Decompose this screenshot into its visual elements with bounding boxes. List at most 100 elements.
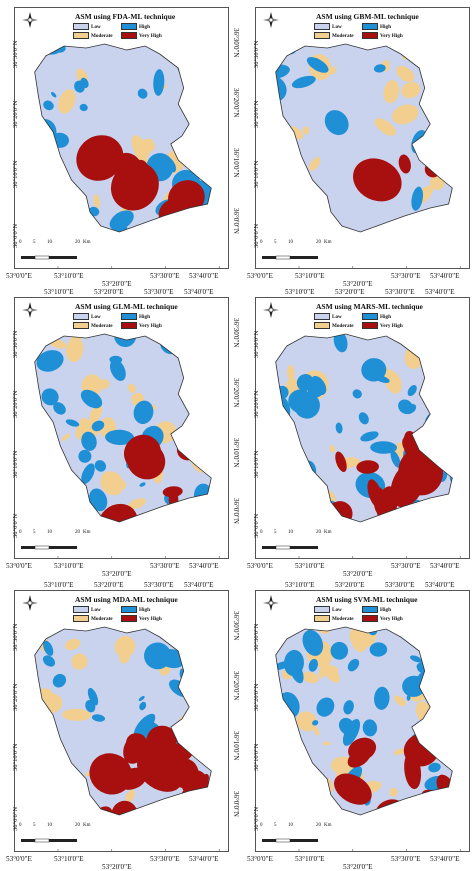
- moderate-class-patch: [450, 321, 461, 334]
- moderate-class-patch: [64, 638, 81, 651]
- study-area-outline: [275, 626, 453, 816]
- latitude-label: 36°20'0"N: [232, 671, 240, 701]
- compass-rose-icon: [21, 594, 39, 617]
- moderate-class-patch: [186, 641, 202, 664]
- legend-label: Moderate: [91, 322, 113, 329]
- legend-swatch: [121, 23, 137, 30]
- map-panel: ASM using GLM-ML technique Low High Moderat…: [12, 297, 240, 559]
- legend-item: High: [362, 606, 404, 613]
- legend-item: Very High: [362, 615, 404, 622]
- moderate-class-patch: [184, 661, 211, 687]
- high-class-patch: [411, 186, 424, 211]
- map-legend: Low High Moderate Very High: [73, 23, 163, 39]
- legend-swatch: [314, 615, 330, 622]
- high-class-patch: [302, 629, 324, 656]
- high-class-patch: [137, 88, 148, 99]
- susceptibility-map: [34, 333, 220, 559]
- map-panel: ASM using SVM-ML technique Low High Moderat…: [253, 590, 474, 852]
- map-title: ASM using GLM-ML technique: [75, 302, 178, 311]
- scale-label: 20: [75, 240, 80, 245]
- high-class-patch: [139, 701, 147, 711]
- high-class-patch: [89, 488, 108, 512]
- scale-label: 20: [75, 530, 80, 535]
- longitude-label: 53°0'0"E: [6, 855, 32, 863]
- longitude-label: 53°0'0"E: [247, 272, 273, 280]
- legend-item: High: [121, 606, 163, 613]
- scale-label: 0: [19, 240, 22, 245]
- very-high-class-patch: [110, 161, 159, 211]
- moderate-class-patch: [58, 89, 76, 114]
- longitude-label: 53°10'0"E: [295, 562, 325, 570]
- longitude-label-top: 53°40'0"E: [425, 288, 455, 296]
- longitude-label: 53°20'0"E: [343, 863, 373, 871]
- map-title: ASM using MARS-ML technique: [316, 302, 423, 311]
- high-class-patch: [203, 388, 212, 400]
- latitude-label-left: 36°30'0"N: [253, 623, 260, 651]
- latitude-label-left: 36°20'0"N: [253, 100, 260, 128]
- moderate-class-patch: [34, 756, 55, 772]
- high-class-patch: [308, 658, 318, 672]
- moderate-class-patch: [296, 711, 317, 732]
- moderate-class-patch: [179, 335, 204, 357]
- high-class-patch: [390, 450, 401, 468]
- legend-swatch: [121, 313, 137, 320]
- high-class-patch: [52, 673, 67, 688]
- longitude-label: 53°0'0"E: [6, 272, 32, 280]
- study-area-outline: [34, 626, 212, 816]
- latitude-label-left: 36°20'0"N: [253, 683, 260, 711]
- high-class-patch: [400, 510, 414, 522]
- high-class-patch: [307, 380, 325, 398]
- legend-label: Low: [91, 23, 101, 30]
- very-high-class-patch: [126, 733, 145, 753]
- moderate-class-patch: [285, 225, 292, 232]
- moderate-class-patch: [191, 439, 209, 456]
- high-class-patch: [316, 697, 335, 717]
- high-class-patch: [374, 686, 390, 710]
- moderate-class-patch: [429, 175, 445, 190]
- map-title: ASM using FDA-ML technique: [75, 12, 176, 21]
- scale-label: 10: [47, 530, 52, 535]
- high-class-patch: [312, 720, 319, 726]
- legend-item: Very High: [362, 322, 404, 329]
- legend-item: Moderate: [73, 615, 119, 622]
- high-class-patch: [419, 502, 437, 522]
- high-class-patch: [445, 371, 453, 391]
- high-class-patch: [133, 400, 154, 425]
- moderate-class-patch: [279, 420, 292, 433]
- map-legend: Low High Moderate Very High: [314, 313, 404, 329]
- moderate-class-patch: [54, 778, 73, 798]
- moderate-class-patch: [200, 459, 212, 465]
- moderate-class-patch: [127, 383, 137, 393]
- legend-label: Very High: [139, 32, 162, 39]
- high-class-patch: [342, 718, 361, 746]
- high-class-patch: [81, 463, 95, 485]
- legend-label: Moderate: [91, 615, 113, 622]
- longitude-label-top: 53°10'0"E: [285, 288, 315, 296]
- moderate-class-patch: [329, 445, 336, 453]
- map-legend: Low High Moderate Very High: [314, 606, 404, 622]
- moderate-class-patch: [384, 369, 402, 394]
- latitude-label: 36°30'0"N: [232, 28, 240, 58]
- high-class-patch: [286, 485, 315, 512]
- moderate-class-patch: [329, 666, 339, 675]
- legend-item: Very High: [121, 322, 163, 329]
- high-class-patch: [291, 75, 316, 89]
- high-class-patch: [330, 641, 349, 660]
- longitude-label: 53°10'0"E: [54, 272, 84, 280]
- susceptibility-map: [34, 626, 220, 852]
- high-class-patch: [347, 658, 360, 672]
- high-class-patch: [306, 56, 329, 73]
- high-class-patch: [94, 460, 107, 472]
- map-legend: Low High Moderate Very High: [73, 313, 163, 329]
- scale-bar: [21, 248, 91, 266]
- moderate-class-patch: [389, 787, 398, 797]
- moderate-class-patch: [204, 685, 212, 695]
- moderate-class-patch: [100, 471, 124, 496]
- latitude-label: 36°10'0"N: [232, 148, 240, 178]
- moderate-class-patch: [199, 121, 212, 144]
- high-class-patch: [352, 389, 362, 399]
- very-high-class-patch: [97, 503, 138, 522]
- longitude-label: 53°10'0"E: [54, 855, 84, 863]
- moderate-class-patch: [311, 190, 317, 196]
- high-class-patch: [36, 513, 54, 522]
